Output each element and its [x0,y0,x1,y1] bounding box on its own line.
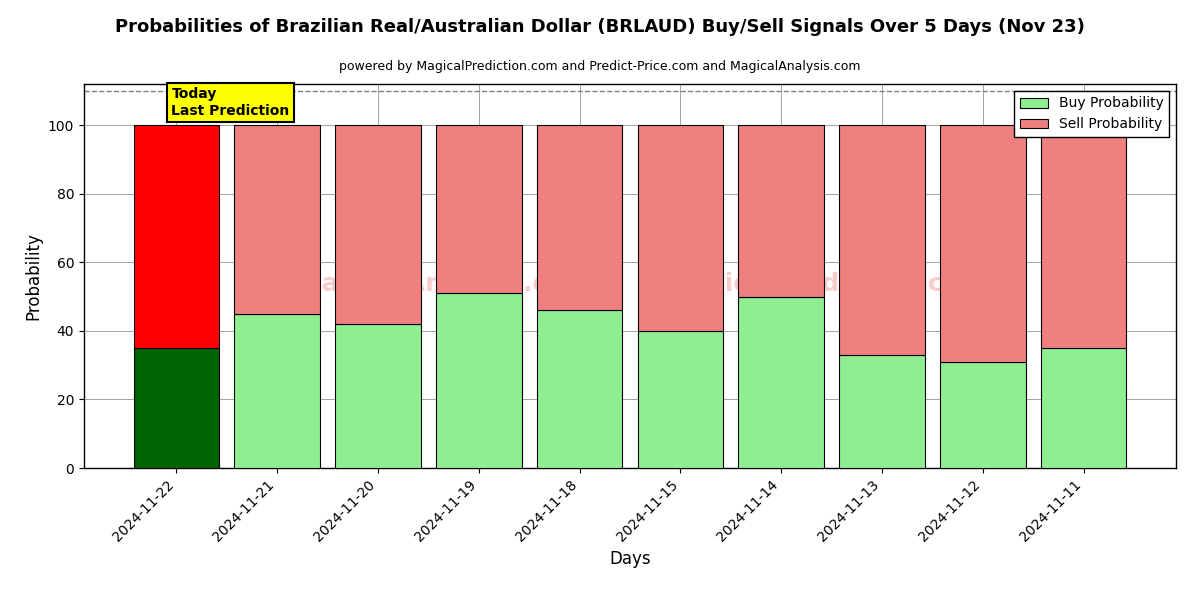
Bar [940,125,1026,362]
Bar [738,125,824,296]
Bar [436,293,522,468]
Bar [839,355,925,468]
Y-axis label: Probability: Probability [24,232,42,320]
Bar [133,125,220,348]
Bar [335,125,421,324]
Bar [234,125,320,314]
Bar [738,296,824,468]
Bar [536,125,623,310]
Text: Probabilities of Brazilian Real/Australian Dollar (BRLAUD) Buy/Sell Signals Over: Probabilities of Brazilian Real/Australi… [115,18,1085,36]
Bar [1040,348,1127,468]
Bar [637,331,724,468]
Text: MagicalPrediction.com: MagicalPrediction.com [666,272,988,296]
Bar [839,125,925,355]
Text: powered by MagicalPrediction.com and Predict-Price.com and MagicalAnalysis.com: powered by MagicalPrediction.com and Pre… [340,60,860,73]
X-axis label: Days: Days [610,550,650,568]
Text: MagicalAnalysis.com: MagicalAnalysis.com [298,272,592,296]
Bar [133,348,220,468]
Bar [436,125,522,293]
Bar [536,310,623,468]
Text: Today
Last Prediction: Today Last Prediction [172,88,289,118]
Bar [637,125,724,331]
Legend: Buy Probability, Sell Probability: Buy Probability, Sell Probability [1014,91,1169,137]
Bar [940,362,1026,468]
Bar [234,314,320,468]
Bar [335,324,421,468]
Bar [1040,125,1127,348]
